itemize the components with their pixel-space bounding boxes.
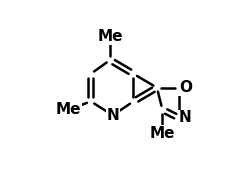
Text: Me: Me <box>150 126 175 141</box>
Text: Me: Me <box>97 29 123 44</box>
Text: N: N <box>106 108 119 123</box>
Text: O: O <box>179 80 192 95</box>
Text: Me: Me <box>56 102 82 117</box>
Text: N: N <box>179 110 192 125</box>
